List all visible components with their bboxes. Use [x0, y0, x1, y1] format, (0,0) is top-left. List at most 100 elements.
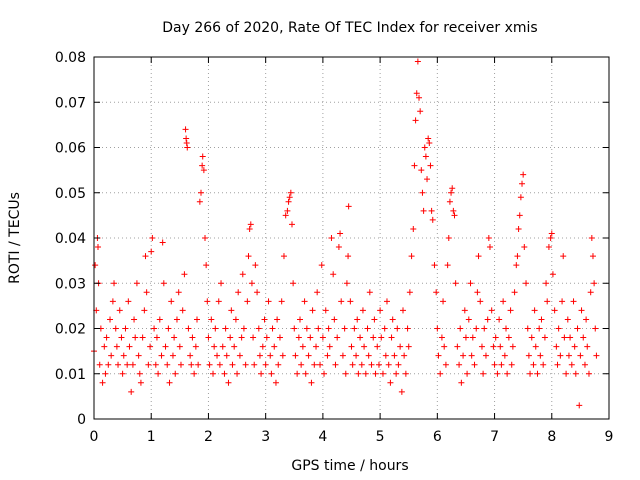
data-point: [303, 325, 310, 332]
data-point: [371, 316, 378, 323]
data-point: [183, 135, 190, 142]
data-point: [460, 352, 467, 359]
data-point: [282, 212, 289, 219]
data-point: [473, 325, 480, 332]
data-point: [519, 180, 526, 187]
data-point: [244, 298, 251, 305]
data-point: [246, 225, 253, 232]
data-point: [364, 325, 371, 332]
data-point: [521, 244, 528, 251]
data-point: [485, 235, 492, 241]
data-point: [148, 248, 155, 255]
data-point: [452, 280, 459, 287]
data-point: [251, 361, 258, 368]
data-point: [534, 370, 541, 377]
data-point: [179, 307, 186, 314]
data-point: [295, 334, 302, 341]
data-point: [255, 325, 262, 332]
data-point: [464, 370, 471, 377]
data-point: [527, 370, 534, 377]
data-point: [528, 334, 535, 341]
data-point: [200, 167, 207, 174]
data-point: [548, 230, 555, 237]
data-point: [265, 298, 272, 305]
data-point: [501, 352, 508, 359]
x-tick-label: 5: [376, 429, 385, 445]
data-point: [448, 189, 455, 196]
data-point: [578, 307, 585, 314]
data-point: [136, 370, 143, 377]
data-point: [530, 361, 537, 368]
data-point: [503, 325, 509, 332]
data-point: [319, 334, 326, 341]
x-tick-label: 1: [147, 429, 156, 445]
data-point: [591, 280, 598, 287]
data-point: [338, 298, 345, 305]
data-point: [211, 343, 218, 350]
data-point: [565, 352, 572, 359]
y-tick-label: 0.08: [55, 50, 86, 66]
data-point: [238, 334, 245, 341]
data-point: [125, 298, 132, 305]
data-point: [107, 316, 114, 323]
data-point: [462, 334, 469, 341]
data-point: [187, 352, 194, 359]
data-point: [245, 253, 252, 260]
data-point: [543, 280, 550, 287]
data-point: [222, 325, 229, 332]
data-point: [142, 253, 149, 260]
data-point: [294, 370, 301, 377]
data-point: [321, 370, 328, 377]
data-point: [398, 388, 405, 395]
data-point: [584, 343, 591, 350]
data-point: [486, 244, 493, 251]
data-point: [133, 280, 140, 287]
data-point: [290, 280, 297, 287]
data-point: [514, 253, 521, 260]
data-point: [272, 379, 279, 386]
data-point: [208, 316, 215, 323]
data-point: [355, 370, 362, 377]
data-point: [309, 307, 316, 314]
data-point: [164, 361, 171, 368]
x-tick-label: 6: [433, 429, 442, 445]
data-point: [468, 352, 475, 359]
data-point: [560, 253, 567, 260]
x-axis-title: GPS time / hours: [291, 458, 408, 474]
data-point: [492, 334, 499, 341]
data-point: [393, 370, 400, 377]
data-point: [532, 343, 539, 350]
data-point: [474, 289, 481, 296]
data-point: [477, 298, 484, 305]
data-point: [141, 307, 148, 314]
data-point: [204, 298, 211, 305]
data-point: [343, 280, 350, 287]
data-point: [120, 352, 127, 359]
data-point: [394, 325, 401, 332]
data-point: [421, 144, 428, 151]
y-tick-label: 0: [77, 412, 86, 428]
data-point: [299, 343, 306, 350]
data-point: [159, 239, 166, 246]
data-point: [478, 343, 485, 350]
data-point: [509, 343, 516, 350]
data-point: [331, 316, 338, 323]
data-point: [412, 117, 419, 124]
ticks-layer: [93, 56, 610, 420]
y-tick-label: 0.03: [55, 276, 86, 292]
data-point: [480, 370, 487, 377]
data-point: [517, 194, 524, 201]
data-point: [513, 262, 520, 269]
data-point: [165, 325, 172, 332]
data-point: [469, 334, 476, 341]
data-point: [216, 361, 223, 368]
data-point: [592, 325, 599, 332]
data-point: [588, 235, 595, 241]
data-point: [488, 307, 495, 314]
y-tick-label: 0.01: [55, 367, 86, 383]
data-point: [139, 334, 146, 341]
data-point: [221, 370, 228, 377]
x-tick-label: 0: [90, 429, 99, 445]
data-point: [424, 176, 431, 183]
